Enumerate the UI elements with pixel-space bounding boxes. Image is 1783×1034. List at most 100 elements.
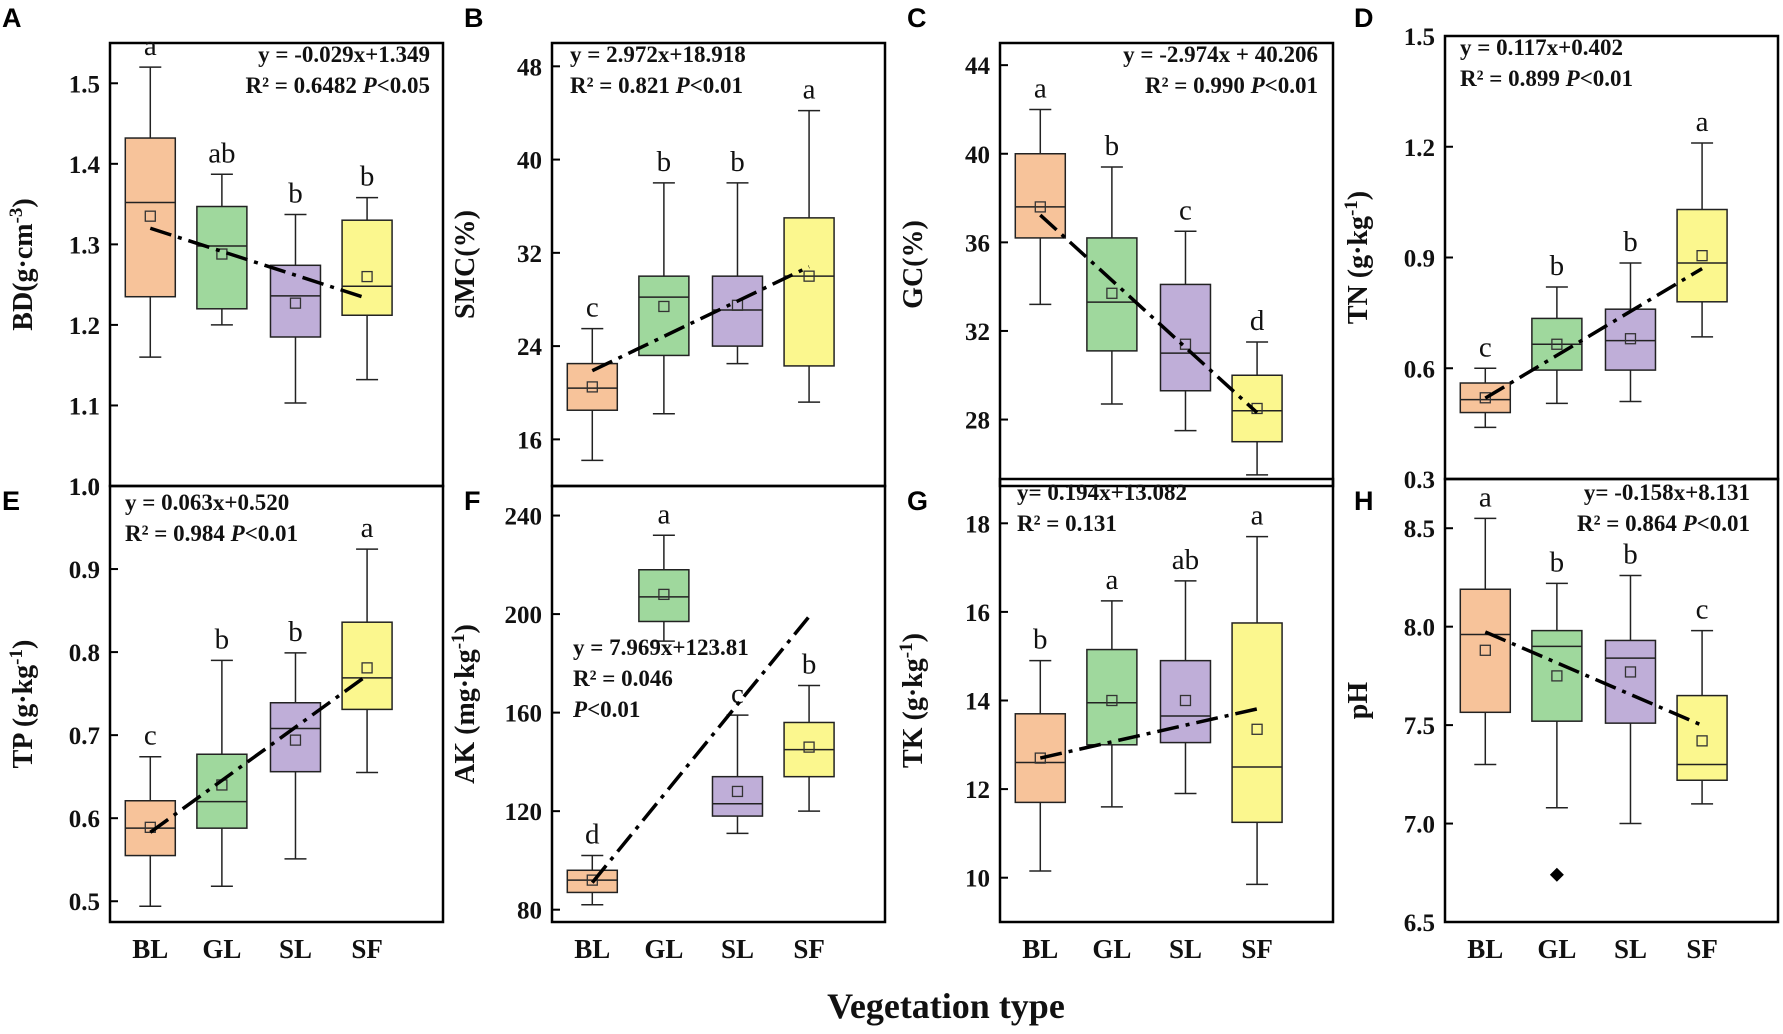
mean-marker bbox=[1479, 392, 1491, 404]
mean-marker bbox=[361, 662, 373, 674]
box-iqr bbox=[1231, 622, 1283, 824]
plot-frame bbox=[998, 41, 1335, 488]
significance-letter: ab bbox=[1172, 544, 1199, 576]
box-gl: b bbox=[1531, 546, 1583, 809]
x-tick-label: SL bbox=[279, 934, 312, 964]
significance-letter: a bbox=[1479, 481, 1492, 513]
box-iqr bbox=[1676, 694, 1728, 781]
box-gl: b bbox=[638, 146, 690, 415]
trend-line bbox=[590, 615, 811, 884]
y-axis-title: BD(g·cm-3) bbox=[6, 198, 39, 330]
significance-letter: c bbox=[1479, 331, 1492, 363]
y-tick-label: 28 bbox=[965, 408, 990, 435]
significance-letter: b bbox=[1550, 546, 1565, 578]
mean-marker bbox=[1551, 338, 1563, 350]
x-tick-label: SF bbox=[1686, 934, 1718, 964]
y-tick-label: 0.6 bbox=[69, 806, 100, 833]
y-tick-label: 0.9 bbox=[1404, 246, 1435, 273]
regression-equation: y= 0.194x+13.082 bbox=[1017, 480, 1187, 505]
y-tick-label: 8.0 bbox=[1404, 615, 1435, 642]
y-tick-label: 7.5 bbox=[1404, 713, 1435, 740]
box-sf: a bbox=[1231, 500, 1283, 886]
panel-letter: E bbox=[2, 486, 20, 516]
regression-equation: y = 0.063x+0.520 bbox=[125, 490, 289, 515]
significance-letter: b bbox=[1623, 538, 1638, 570]
box-iqr bbox=[1459, 588, 1512, 714]
y-tick-label: 1.0 bbox=[69, 474, 100, 501]
panel-letter: D bbox=[1354, 3, 1374, 33]
significance-letter: b bbox=[1033, 624, 1048, 656]
significance-letter: b bbox=[215, 623, 230, 655]
y-tick-label: 1.2 bbox=[1404, 135, 1435, 162]
trend-line bbox=[149, 226, 368, 300]
significance-letter: a bbox=[1034, 72, 1047, 104]
outlier-point bbox=[1549, 867, 1564, 882]
trend-line bbox=[1039, 707, 1258, 760]
mean-marker bbox=[1034, 201, 1046, 213]
y-tick-label: 48 bbox=[517, 54, 542, 81]
y-tick-label: 40 bbox=[517, 148, 542, 175]
y-axis-title: pH bbox=[1343, 682, 1374, 720]
box-sl: c bbox=[711, 678, 764, 835]
box-sf: c bbox=[1676, 594, 1728, 805]
box-sl: c bbox=[1159, 194, 1212, 432]
box-iqr bbox=[1086, 237, 1138, 352]
box-iqr bbox=[341, 219, 393, 316]
r-squared: R² = 0.6482 P<0.05 bbox=[245, 73, 430, 98]
y-tick-label: 16 bbox=[517, 427, 542, 454]
y-tick-label: 14 bbox=[965, 689, 991, 716]
y-tick-label: 36 bbox=[965, 230, 990, 257]
y-tick-label: 200 bbox=[505, 602, 543, 629]
significance-letter: c bbox=[586, 292, 599, 324]
mean-marker bbox=[586, 381, 598, 393]
panel-a: A 1.0 1.1 1.2 1.3 1.4 1.5 BD(g·cm-3) a ab b b y = -0… bbox=[2, 3, 445, 501]
y-axis-title: TN (g·kg-1) bbox=[1341, 191, 1374, 324]
box-sl: b bbox=[269, 616, 322, 860]
y-tick-label: 1.4 bbox=[69, 152, 101, 179]
box-gl: b bbox=[1086, 130, 1138, 405]
regression-equation: y = 2.972x+18.918 bbox=[570, 42, 746, 67]
y-tick-label: 0.9 bbox=[69, 557, 100, 584]
r-squared: R² = 0.046 bbox=[573, 666, 673, 691]
y-tick-label: 44 bbox=[965, 53, 991, 80]
significance-letter: a bbox=[1696, 106, 1709, 138]
box-iqr bbox=[196, 753, 248, 829]
box-iqr bbox=[638, 275, 690, 357]
mean-marker bbox=[731, 785, 744, 798]
box-bl: a bbox=[1014, 72, 1067, 306]
mean-marker bbox=[803, 270, 815, 282]
trend-line bbox=[1484, 630, 1703, 727]
significance-letter: b bbox=[1623, 226, 1638, 258]
significance-letter: d bbox=[585, 818, 600, 850]
box-sf: a bbox=[341, 512, 393, 774]
box-sf: d bbox=[1231, 305, 1283, 476]
trend-line bbox=[149, 673, 369, 834]
box-sf: a bbox=[783, 74, 835, 403]
box-iqr bbox=[783, 217, 835, 367]
box-iqr bbox=[711, 275, 764, 347]
mean-marker bbox=[1106, 287, 1118, 299]
y-tick-label: 40 bbox=[965, 142, 990, 169]
y-axis-title: AK (mg·kg-1) bbox=[448, 624, 481, 784]
plot-frame bbox=[108, 484, 445, 924]
x-tick-label: SL bbox=[1614, 934, 1647, 964]
mean-marker bbox=[289, 297, 302, 309]
x-tick-label: SF bbox=[1241, 934, 1273, 964]
significance-letter: c bbox=[1179, 194, 1192, 226]
significance-letter: a bbox=[144, 30, 157, 62]
box-bl: b bbox=[1014, 624, 1067, 872]
plot-frame bbox=[550, 41, 887, 488]
y-axis-title: SMC(%) bbox=[450, 210, 481, 319]
y-axis-title: TK (g·kg-1) bbox=[896, 633, 929, 768]
mean-marker bbox=[803, 741, 815, 753]
trend-line bbox=[1484, 267, 1703, 400]
mean-marker bbox=[289, 734, 302, 746]
box-sf: b bbox=[341, 161, 393, 381]
box-sl: ab bbox=[1159, 544, 1212, 795]
mean-marker bbox=[1179, 694, 1192, 707]
r-squared: R² = 0.864 P<0.01 bbox=[1577, 511, 1750, 536]
significance-letter: c bbox=[1696, 594, 1709, 626]
y-tick-label: 6.5 bbox=[1404, 910, 1435, 937]
regression-equation: y = -0.029x+1.349 bbox=[258, 42, 430, 67]
x-tick-label: SF bbox=[351, 934, 383, 964]
